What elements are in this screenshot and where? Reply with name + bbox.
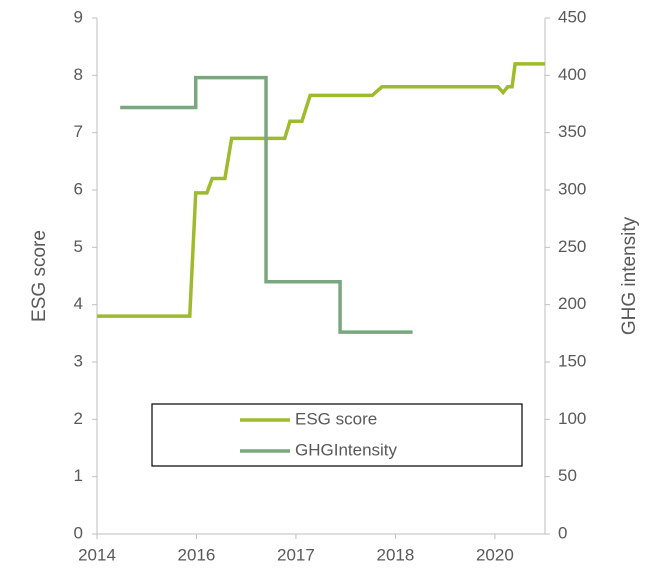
y-tick-label: 5 [74, 237, 83, 256]
y2-tick-label: 450 [558, 7, 586, 26]
y2-tick-label: 150 [558, 351, 586, 370]
series-line [97, 62, 545, 318]
y-tick-label: 0 [74, 523, 83, 542]
x-tick-label: 2014 [78, 545, 116, 564]
legend-box [151, 403, 523, 467]
y-axis-label: ESG score [29, 230, 50, 322]
y2-tick-label: 250 [558, 237, 586, 256]
y-tick-label: 8 [74, 65, 83, 84]
y2-axis-label: GHG intensity [619, 216, 640, 335]
y-tick-label: 6 [74, 179, 83, 198]
y-tick-label: 3 [74, 351, 83, 370]
y2-tick-label: 300 [558, 179, 586, 198]
y-tick-label: 9 [74, 7, 83, 26]
y-tick-label: 2 [74, 409, 83, 428]
y2-tick-label: 200 [558, 294, 586, 313]
series-line [120, 75, 413, 334]
x-tick-label: 2020 [476, 545, 514, 564]
y2-tick-label: 350 [558, 122, 586, 141]
legend-label: GHGIntensity [295, 440, 398, 459]
y2-tick-label: 400 [558, 65, 586, 84]
legend-label: ESG score [295, 409, 377, 428]
y-tick-label: 4 [74, 294, 83, 313]
y-tick-label: 7 [74, 122, 83, 141]
x-tick-label: 2017 [277, 545, 315, 564]
y2-tick-label: 50 [558, 466, 577, 485]
y2-tick-label: 0 [558, 523, 567, 542]
y-tick-label: 1 [74, 466, 83, 485]
y2-tick-label: 100 [558, 409, 586, 428]
x-tick-label: 2018 [377, 545, 415, 564]
x-tick-label: 2016 [178, 545, 216, 564]
